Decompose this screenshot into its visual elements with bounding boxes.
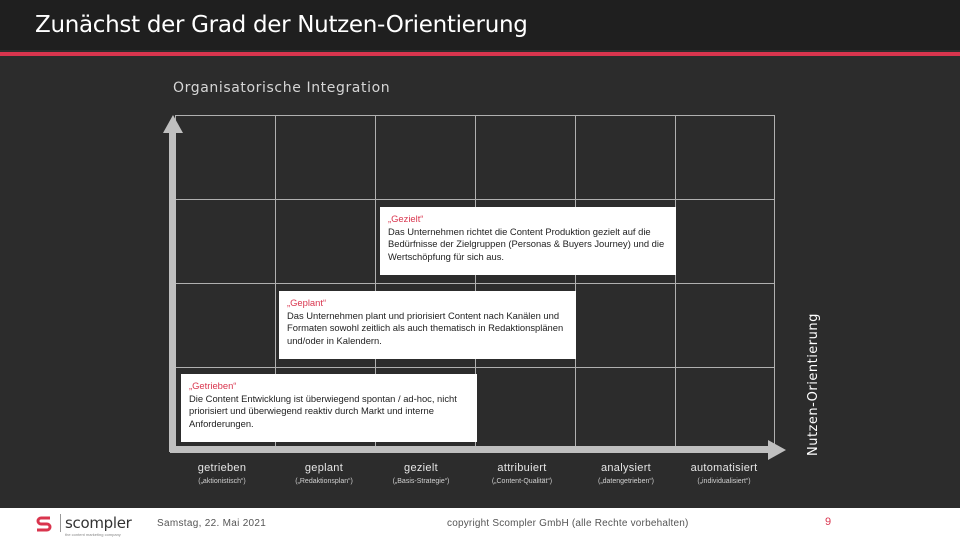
footer-date: Samstag, 22. Mai 2021 [157,518,267,529]
grid-cell [175,283,276,368]
y-axis-line [169,130,176,452]
grid-cell [575,367,676,447]
grid-cell [375,115,476,200]
header-bar: Zunächst der Grad der Nutzen-Orientierun… [0,0,960,50]
grid-cell [575,115,676,200]
page-number: 9 [825,516,832,528]
x-axis-line [170,446,770,453]
grid-cell [175,199,276,284]
page-title: Zunächst der Grad der Nutzen-Orientierun… [35,12,528,38]
stage-box-getrieben: „Getrieben“ Die Content Entwicklung ist … [181,374,477,442]
y-axis-arrow-icon [163,115,183,133]
column-sublabel: („datengetrieben“) [597,478,655,485]
stage-box-title: „Gezielt“ [388,213,424,224]
column-sublabel: („Content-Qualität“) [491,478,553,485]
column-label: geplant [304,462,344,474]
column-label: automatisiert [690,462,758,474]
stage-box-title: „Geplant“ [287,297,327,308]
column-sublabel: („individualisiert“) [697,478,751,485]
y-axis-right-label: Nutzen-Orientierung [806,313,821,456]
logo-tagline: the content marketing company [65,532,121,537]
grid-cell [675,367,775,447]
accent-divider [0,52,960,56]
grid-cell [675,283,775,368]
column-label: analysiert [600,462,652,474]
column-label: getrieben [197,462,247,474]
footer-copyright: copyright Scompler GmbH (alle Rechte vor… [447,518,689,529]
column-sublabel: („aktionistisch“) [198,478,246,485]
stage-box-title: „Getrieben“ [189,380,237,391]
grid-cell [675,199,775,284]
column-sublabel: („Basis-Strategie“) [392,478,450,485]
grid-cell [175,115,276,200]
stage-box-text: Das Unternehmen plant und priorisiert Co… [287,309,564,346]
logo-wordmark: scompler [60,514,132,532]
stage-box-text: Das Unternehmen richtet die Content Prod… [388,225,665,262]
column-label: gezielt [404,462,438,474]
column-sublabel: („Redaktionsplan“) [295,478,353,485]
scompler-logo-icon [36,516,52,532]
grid-cell [475,367,576,447]
x-axis-arrow-icon [768,440,786,460]
stage-box-text: Die Content Entwicklung ist überwiegend … [189,392,457,429]
stage-box-geplant: „Geplant“ Das Unternehmen plant und prio… [279,291,576,359]
y-axis-top-label: Organisatorische Integration [173,80,391,96]
stage-box-gezielt: „Gezielt“ Das Unternehmen richtet die Co… [380,207,676,275]
footer-bar: scompler the content marketing company S… [0,508,960,540]
grid-cell [275,199,376,284]
grid-cell [475,115,576,200]
grid-cell [275,115,376,200]
grid-cell [575,283,676,368]
grid-cell [675,115,775,200]
column-label: attribuiert [497,462,547,474]
